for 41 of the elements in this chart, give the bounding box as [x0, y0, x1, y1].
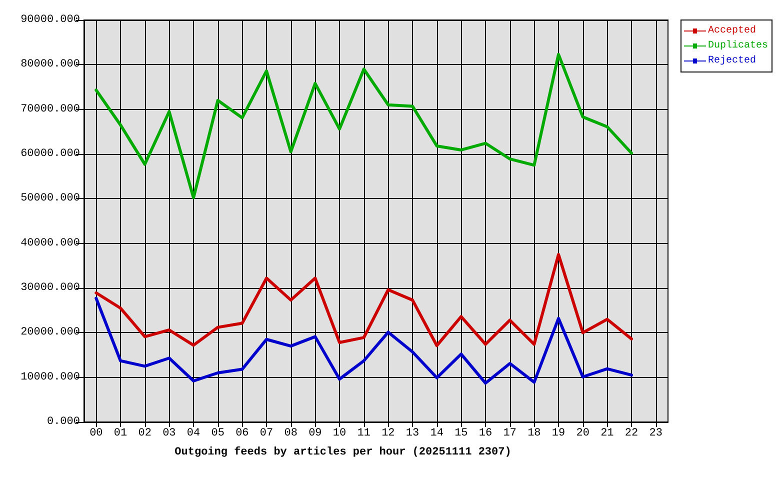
y-tick-label: 90000.000	[20, 14, 80, 26]
x-tick-label: 03	[162, 428, 176, 440]
x-tick-label: 04	[186, 428, 200, 440]
x-tick-label: 13	[406, 428, 420, 440]
y-tick-label: 60000.000	[20, 148, 80, 160]
x-tick-label: 10	[332, 428, 346, 440]
x-tick-label: 02	[138, 428, 152, 440]
y-tick-label: 30000.000	[20, 282, 80, 294]
x-tick-label: 16	[478, 428, 492, 440]
x-tick-label: 17	[503, 428, 516, 440]
y-tick-label: 0.000	[46, 416, 80, 428]
x-tick-label: 23	[649, 428, 662, 440]
line-series	[94, 52, 633, 200]
x-tick-label: 21	[600, 428, 614, 440]
x-tick-label: 07	[260, 428, 274, 440]
y-tick-label: 40000.000	[20, 237, 80, 250]
line-series	[94, 296, 633, 385]
y-tick-label: 50000.000	[20, 192, 80, 205]
line-series	[94, 253, 633, 348]
x-tick-label: 12	[382, 428, 395, 440]
y-tick-label: 80000.000	[20, 58, 80, 71]
y-tick-label: 70000.000	[20, 103, 80, 116]
x-tick-label: 22	[624, 428, 638, 440]
x-tick-label: 20	[576, 428, 590, 440]
x-tick-label: 08	[284, 428, 298, 440]
x-axis-title: Outgoing feeds by articles per hour (20251111 2307)	[174, 446, 512, 458]
x-tick-label: 01	[114, 428, 128, 440]
legend-label: Accepted	[708, 24, 756, 36]
x-tick-label: 09	[308, 428, 322, 440]
y-tick-label: 20000.000	[20, 326, 80, 339]
x-tick-label: 00	[90, 428, 103, 440]
y-tick-label: 10000.000	[20, 371, 80, 384]
x-tick-label: 15	[454, 428, 468, 440]
x-tick-label: 06	[236, 428, 249, 440]
x-tick-label: 18	[528, 428, 541, 440]
legend-label: Duplicates	[708, 40, 768, 52]
x-tick-label: 14	[430, 428, 444, 440]
x-tick-label: 19	[552, 428, 566, 440]
legend-label: Rejected	[708, 54, 756, 66]
x-tick-label: 11	[357, 428, 371, 440]
x-tick-label: 05	[211, 428, 224, 440]
